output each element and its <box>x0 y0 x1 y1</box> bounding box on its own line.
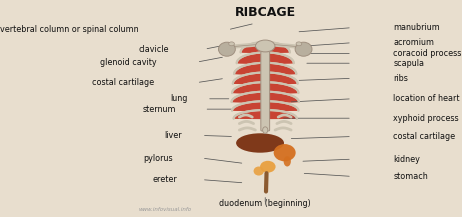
Polygon shape <box>234 64 296 75</box>
Text: ereter: ereter <box>152 175 177 184</box>
Ellipse shape <box>219 42 235 56</box>
Ellipse shape <box>262 127 268 133</box>
Polygon shape <box>234 111 297 119</box>
Text: scapula: scapula <box>394 59 425 68</box>
Ellipse shape <box>254 166 264 176</box>
Text: costal cartilage: costal cartilage <box>92 78 154 87</box>
Polygon shape <box>233 73 298 84</box>
Ellipse shape <box>236 133 284 153</box>
Text: glenoid cavity: glenoid cavity <box>100 58 157 67</box>
Polygon shape <box>234 111 297 119</box>
Text: stomach: stomach <box>394 172 428 181</box>
Polygon shape <box>233 73 298 84</box>
Polygon shape <box>232 83 298 94</box>
Text: ribs: ribs <box>394 74 408 83</box>
Text: www.infovisual.info: www.infovisual.info <box>138 207 191 212</box>
Ellipse shape <box>229 42 234 46</box>
Text: clavicle: clavicle <box>139 45 170 54</box>
Text: coracoid process: coracoid process <box>394 49 462 58</box>
Polygon shape <box>234 64 296 75</box>
Text: manubrium: manubrium <box>394 23 440 32</box>
Polygon shape <box>232 83 298 94</box>
Ellipse shape <box>255 40 275 52</box>
Text: lung: lung <box>170 94 188 103</box>
Polygon shape <box>237 53 294 64</box>
Polygon shape <box>241 43 290 53</box>
FancyBboxPatch shape <box>261 52 270 131</box>
Ellipse shape <box>274 144 296 161</box>
Text: liver: liver <box>165 131 182 140</box>
Polygon shape <box>241 43 290 53</box>
Polygon shape <box>237 53 294 64</box>
Text: acromium: acromium <box>394 38 434 47</box>
Text: sternum: sternum <box>142 105 176 114</box>
Text: pylorus: pylorus <box>144 154 173 163</box>
Text: location of heart: location of heart <box>394 94 460 103</box>
Ellipse shape <box>284 156 291 166</box>
Text: RIBCAGE: RIBCAGE <box>235 6 296 19</box>
Text: xyphoid process: xyphoid process <box>394 114 459 123</box>
Ellipse shape <box>296 42 302 46</box>
Polygon shape <box>232 102 298 111</box>
Text: kidney: kidney <box>394 155 420 164</box>
Text: duodenum (beginning): duodenum (beginning) <box>219 199 311 208</box>
Text: vertebral column or spinal column: vertebral column or spinal column <box>0 25 138 34</box>
Polygon shape <box>231 92 299 103</box>
Text: costal cartilage: costal cartilage <box>394 132 456 141</box>
Ellipse shape <box>295 42 312 56</box>
Polygon shape <box>231 92 299 103</box>
Ellipse shape <box>260 161 276 173</box>
Polygon shape <box>232 102 298 111</box>
